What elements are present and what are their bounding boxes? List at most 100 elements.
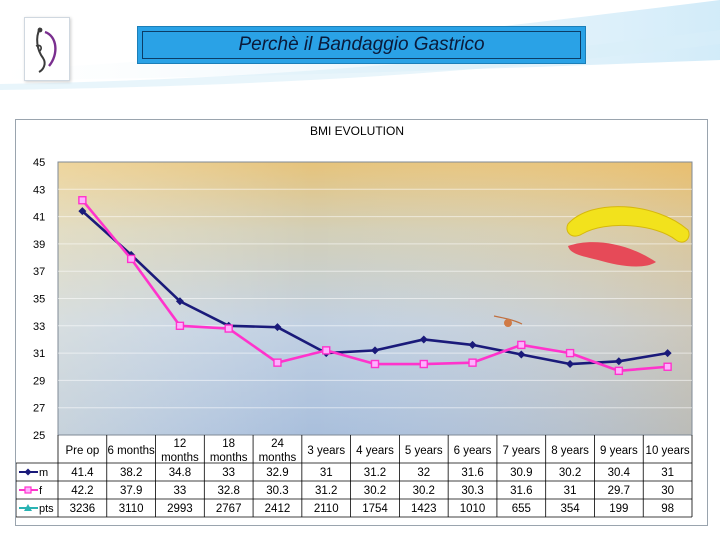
table-cell: 30.3 bbox=[461, 485, 483, 497]
category-label: 10 years bbox=[646, 445, 690, 457]
y-axis: 45 43 41 39 37 35 33 31 29 27 25 bbox=[33, 157, 45, 442]
table-cell: 32.8 bbox=[217, 485, 239, 497]
table-cell: 2993 bbox=[167, 503, 193, 515]
table-cell: 41.4 bbox=[71, 467, 94, 479]
series-lines bbox=[78, 196, 672, 376]
table-cell: 30.2 bbox=[364, 485, 386, 497]
data-point-f bbox=[370, 359, 380, 369]
logo bbox=[24, 17, 70, 81]
data-point-m bbox=[419, 335, 428, 344]
table-cell: 354 bbox=[560, 503, 580, 515]
data-point-m bbox=[566, 360, 575, 369]
category-label: 6 years bbox=[454, 445, 492, 457]
table-cell: 1754 bbox=[362, 503, 388, 515]
data-point-m bbox=[468, 340, 477, 349]
data-point-f bbox=[322, 346, 331, 355]
table-cell: 38.2 bbox=[120, 467, 142, 479]
category-label: 6 months bbox=[107, 445, 155, 457]
data-point-f bbox=[663, 362, 672, 371]
table-cell: 33 bbox=[222, 467, 235, 479]
data-point-f bbox=[273, 358, 282, 367]
data-point-f bbox=[224, 324, 233, 333]
y-tick-label: 41 bbox=[33, 212, 45, 224]
bmi-chart: 45 43 41 39 37 35 33 31 29 27 25 Pre op 6 months 12 m… bbox=[15, 124, 693, 518]
paraglider-wing bbox=[566, 206, 690, 243]
data-point-f bbox=[565, 348, 575, 358]
y-tick-label: 37 bbox=[33, 266, 45, 278]
category-label: 24 bbox=[271, 438, 284, 450]
table-cell: 30.2 bbox=[413, 485, 435, 497]
plot-area bbox=[57, 161, 693, 436]
legend-marker-pts bbox=[24, 504, 32, 511]
table-cell: 30 bbox=[661, 485, 674, 497]
table-cell: 37.9 bbox=[120, 485, 142, 497]
y-tick-label: 35 bbox=[33, 294, 45, 306]
table-cell: 31.6 bbox=[461, 467, 483, 479]
table-cell: 2412 bbox=[265, 503, 291, 515]
title-banner: Perchè il Bandaggio Gastrico bbox=[137, 26, 586, 64]
table-cell: 31 bbox=[661, 467, 674, 479]
category-label: months bbox=[210, 452, 248, 464]
y-tick-label: 25 bbox=[33, 430, 45, 442]
table-cell: 30.2 bbox=[559, 467, 581, 479]
category-label: months bbox=[161, 452, 199, 464]
category-label: 5 years bbox=[405, 445, 443, 457]
y-tick-label: 31 bbox=[33, 348, 45, 360]
y-tick-label: 33 bbox=[33, 321, 45, 333]
table-cell: 34.8 bbox=[169, 467, 191, 479]
chart-frame: 45 43 41 39 37 35 33 31 29 27 25 Pre op 6 months 12 m… bbox=[15, 119, 708, 526]
table-cell: 98 bbox=[661, 503, 674, 515]
legend-marker-m bbox=[24, 468, 32, 476]
y-tick-label: 43 bbox=[33, 184, 45, 196]
y-tick-label: 39 bbox=[33, 239, 45, 251]
table-cell: 31.6 bbox=[510, 485, 532, 497]
table-cell: 31 bbox=[320, 467, 333, 479]
category-label: 18 bbox=[222, 438, 235, 450]
row-label-m: m bbox=[39, 467, 48, 479]
table-cell: 3110 bbox=[119, 503, 144, 515]
table-cell: 1010 bbox=[460, 503, 486, 515]
data-point-m bbox=[663, 349, 672, 358]
table-cell: 32.9 bbox=[266, 467, 288, 479]
table-cell: 1423 bbox=[411, 503, 437, 515]
data-point-f bbox=[468, 358, 477, 367]
row-label-pts: pts bbox=[39, 503, 54, 515]
chart-title: BMI EVOLUTION bbox=[310, 124, 404, 138]
table-cell: 30.9 bbox=[510, 467, 532, 479]
table-cell: 31.2 bbox=[364, 467, 386, 479]
table-cell: 31.2 bbox=[315, 485, 337, 497]
data-point-f bbox=[78, 196, 87, 205]
table-cell: 31 bbox=[564, 485, 577, 497]
title-banner-inner: Perchè il Bandaggio Gastrico bbox=[142, 31, 581, 59]
table-cell: 2110 bbox=[314, 503, 339, 515]
paraglider-wing-lower bbox=[568, 242, 656, 267]
table-cell: 2767 bbox=[216, 503, 242, 515]
category-label: 3 years bbox=[307, 445, 345, 457]
slide-title: Perchè il Bandaggio Gastrico bbox=[238, 34, 485, 55]
data-point-f bbox=[175, 321, 185, 331]
category-label: 12 bbox=[174, 438, 187, 450]
table-cell: 655 bbox=[512, 503, 531, 515]
table-cell: 32 bbox=[417, 467, 430, 479]
logo-icon bbox=[35, 27, 57, 73]
data-point-f bbox=[126, 254, 136, 264]
y-tick-label: 27 bbox=[33, 403, 45, 415]
data-table: Pre op 6 months 12 months 18 months 24 months 3 … bbox=[15, 435, 693, 518]
table-cell: 3236 bbox=[70, 503, 96, 515]
row-label-f: f bbox=[39, 485, 43, 497]
paraglider-pilot bbox=[504, 319, 512, 327]
data-point-f bbox=[517, 340, 526, 350]
table-cell: 30.4 bbox=[608, 467, 631, 479]
data-point-m bbox=[614, 357, 623, 366]
category-label: 8 years bbox=[551, 445, 589, 457]
table-cell: 30.3 bbox=[266, 485, 288, 497]
gridlines bbox=[58, 188, 692, 409]
data-point-f bbox=[419, 359, 428, 369]
category-label: 9 years bbox=[600, 445, 638, 457]
table-cell: 33 bbox=[174, 485, 187, 497]
paraglider-decoration bbox=[493, 206, 690, 327]
table-cell: 199 bbox=[609, 503, 628, 515]
data-point-f bbox=[614, 366, 624, 376]
category-label: 7 years bbox=[502, 445, 540, 457]
category-label: 4 years bbox=[356, 445, 394, 457]
